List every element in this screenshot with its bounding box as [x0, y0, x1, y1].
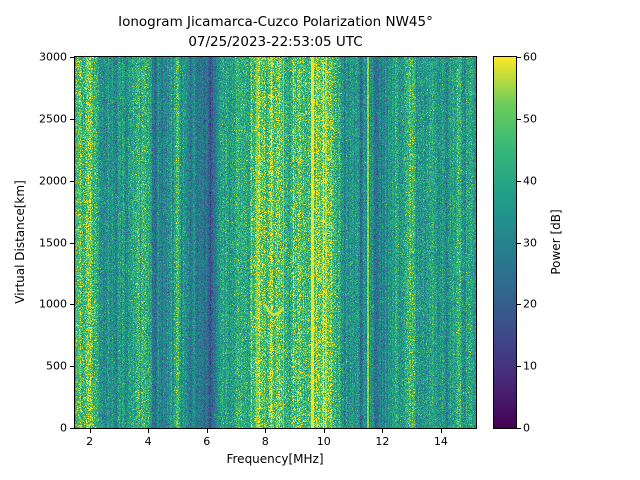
- x-tick-mark: [89, 429, 91, 433]
- colorbar-tick-label: 0: [523, 421, 530, 435]
- x-tick-label: 12: [375, 435, 390, 448]
- colorbar-label: Power [dB]: [549, 209, 563, 275]
- colorbar: [493, 56, 517, 429]
- x-tick-label: 2: [86, 435, 94, 448]
- x-tick-mark: [440, 429, 442, 433]
- x-axis-label: Frequency[MHz]: [226, 452, 324, 466]
- x-tick-mark: [206, 429, 208, 433]
- heatmap-canvas: [75, 57, 476, 428]
- chart-subtitle: 07/25/2023-22:53:05 UTC: [188, 33, 363, 50]
- colorbar-tick-mark: [517, 180, 521, 182]
- y-tick-mark: [70, 57, 74, 58]
- y-tick-label: 3000: [39, 50, 67, 64]
- colorbar-tick-label: 40: [523, 174, 537, 188]
- y-tick-mark: [70, 242, 74, 244]
- y-tick-label: 0: [60, 421, 67, 435]
- x-tick-mark: [148, 429, 150, 433]
- x-tick-label: 4: [144, 435, 152, 448]
- x-tick-label: 10: [316, 435, 331, 448]
- y-tick-mark: [70, 304, 74, 306]
- colorbar-tick-label: 60: [523, 50, 537, 64]
- y-tick-mark: [70, 366, 74, 368]
- y-tick-label: 2500: [39, 112, 67, 126]
- x-tick-mark: [382, 429, 384, 433]
- y-tick-mark: [70, 180, 74, 182]
- colorbar-tick-mark: [517, 304, 521, 306]
- x-tick-label: 8: [261, 435, 269, 448]
- colorbar-tick-mark: [517, 366, 521, 368]
- y-tick-label: 1000: [39, 297, 67, 311]
- title-block: Ionogram Jicamarca-Cuzco Polarization NW…: [75, 13, 476, 52]
- colorbar-tick-mark: [517, 242, 521, 244]
- x-tick-mark: [323, 429, 325, 433]
- colorbar-tick-label: 30: [523, 236, 537, 249]
- y-tick-label: 500: [46, 359, 67, 373]
- plot-area: [74, 56, 477, 429]
- colorbar-tick-mark: [517, 428, 521, 429]
- colorbar-tick-mark: [517, 118, 521, 120]
- y-tick-label: 1500: [39, 236, 67, 249]
- colorbar-canvas: [494, 57, 516, 428]
- y-tick-mark: [70, 428, 74, 429]
- chart-title: Ionogram Jicamarca-Cuzco Polarization NW…: [118, 14, 433, 30]
- x-tick-label: 14: [433, 435, 448, 448]
- y-tick-mark: [70, 118, 74, 120]
- y-tick-label: 2000: [39, 174, 67, 188]
- colorbar-tick-mark: [517, 57, 521, 58]
- colorbar-tick-label: 20: [523, 297, 537, 311]
- colorbar-tick-label: 10: [523, 359, 537, 373]
- colorbar-tick-label: 50: [523, 112, 537, 126]
- x-tick-label: 6: [203, 435, 211, 448]
- x-tick-mark: [265, 429, 267, 433]
